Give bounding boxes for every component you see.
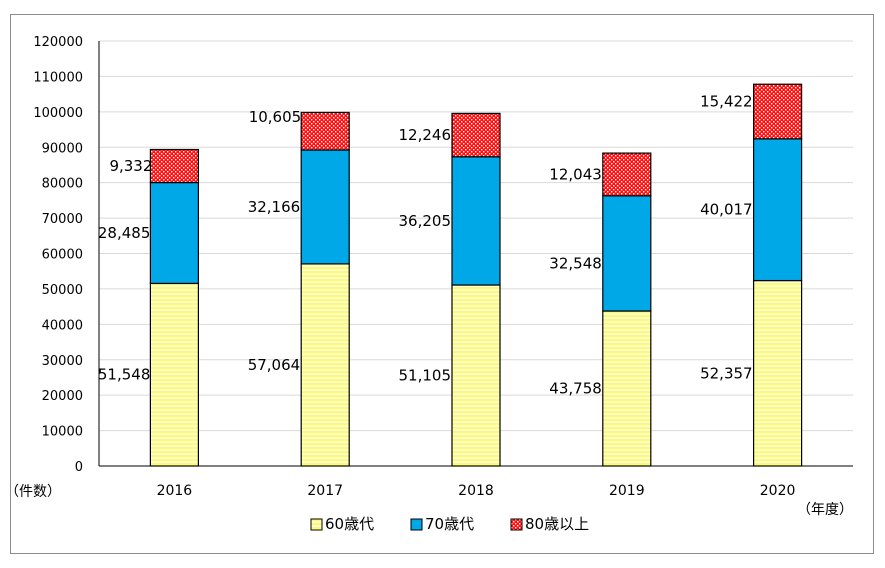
y-tick-label: 10000	[42, 425, 83, 440]
data-label: 52,357	[700, 364, 753, 382]
y-tick-label: 20000	[42, 389, 83, 404]
data-label: 12,043	[549, 165, 602, 183]
data-label: 51,105	[399, 367, 452, 385]
y-tick-label: 90000	[42, 141, 83, 156]
bars	[149, 83, 803, 467]
y-tick-label: 0	[75, 460, 83, 475]
y-tick-label: 110000	[33, 70, 83, 85]
data-label: 28,485	[98, 224, 151, 242]
x-tick-label: 2016	[157, 483, 193, 499]
data-label: 51,548	[98, 366, 151, 384]
bar-segment	[752, 279, 803, 467]
y-axis-unit-label: （件数）	[11, 484, 61, 500]
data-label: 15,422	[700, 93, 753, 111]
y-tick-label: 70000	[42, 212, 83, 227]
x-tick-label: 2018	[458, 483, 494, 499]
data-label: 32,166	[248, 198, 301, 216]
y-tick-label: 80000	[42, 177, 83, 192]
data-label: 10,605	[249, 108, 302, 126]
y-tick-label: 40000	[42, 318, 83, 333]
bar-segment	[451, 112, 501, 158]
x-tick-label: 2020	[760, 483, 796, 499]
y-tick-label: 60000	[42, 248, 83, 263]
y-tick-label: 120000	[33, 35, 83, 50]
legend-label: 80歳以上	[525, 515, 589, 533]
bar-segment	[752, 83, 803, 140]
bar-segment	[602, 310, 652, 467]
legend-label: 60歳代	[325, 515, 374, 533]
chart-area: 0 10000 20000 30000 40000 50000 60000 70000 8000…	[11, 35, 853, 533]
data-label: 57,064	[248, 356, 301, 374]
data-label: 43,758	[549, 380, 602, 398]
bar-segment	[149, 181, 199, 285]
bar-segment	[300, 263, 350, 467]
legend: 60歳代 70歳代 80歳以上	[310, 515, 589, 533]
legend-swatch	[410, 518, 423, 531]
data-label: 9,332	[109, 157, 152, 175]
x-tick-label: 2017	[307, 483, 343, 499]
y-tick-label: 100000	[33, 106, 83, 121]
bar-segment	[451, 284, 501, 467]
data-labels: 51,548 28,485 9,332 57,064 32,166 10,605 51,10…	[98, 93, 753, 398]
data-label: 36,205	[399, 212, 452, 230]
bar-segment	[752, 138, 803, 282]
bar-segment	[300, 149, 350, 265]
chart-frame: 0 10000 20000 30000 40000 50000 60000 70000 8000…	[10, 14, 874, 554]
bar-segment	[451, 156, 501, 286]
x-axis-unit-label: （年度）	[797, 502, 853, 518]
x-tick-label: 2019	[609, 483, 645, 499]
bar-segment	[300, 111, 350, 151]
legend-swatch	[510, 518, 523, 531]
legend-swatch	[310, 518, 323, 531]
bar-segment	[602, 195, 652, 312]
y-tick-label: 50000	[42, 283, 83, 298]
bar-segment	[149, 148, 199, 184]
data-label: 32,548	[549, 254, 602, 272]
data-label: 40,017	[700, 201, 753, 219]
legend-label: 70歳代	[425, 515, 474, 533]
axes: 0 10000 20000 30000 40000 50000 60000 70000 8000…	[33, 35, 853, 499]
bar-segment	[602, 152, 652, 197]
y-tick-label: 30000	[42, 354, 83, 369]
data-label: 12,246	[399, 126, 452, 144]
bar-segment	[149, 282, 199, 467]
